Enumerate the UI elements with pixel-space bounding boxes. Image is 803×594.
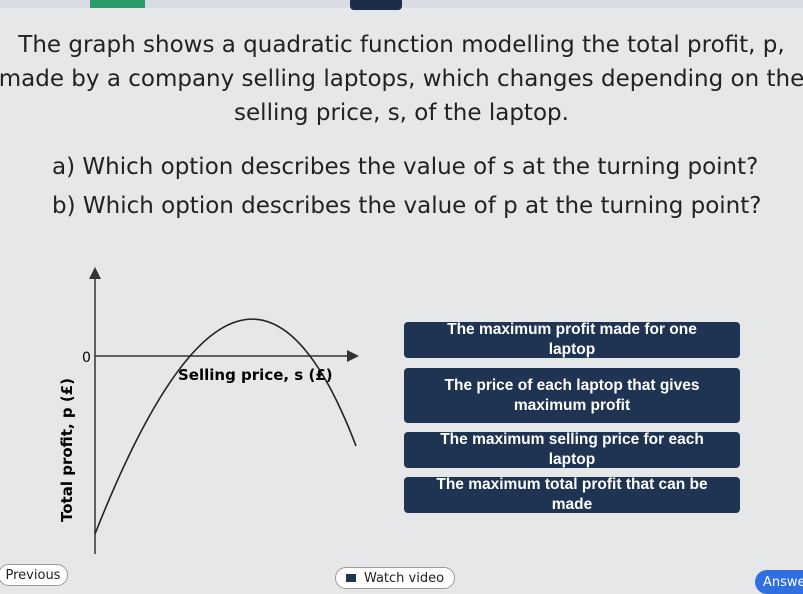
x-axis-label: Selling price, s (£) — [178, 366, 333, 384]
y-axis-label: Total profit, p (£) — [58, 378, 76, 522]
origin-label: 0 — [82, 350, 91, 366]
answer-button[interactable]: Answer — [755, 570, 803, 594]
video-icon — [345, 574, 356, 582]
top-bar — [0, 0, 803, 10]
watch-video-button[interactable]: Watch video — [335, 567, 455, 589]
option[interactable]: The maximum profit made for one laptop — [404, 321, 740, 358]
tab — [90, 0, 145, 8]
question-part: a) Which option describes the value of s… — [52, 154, 759, 180]
option[interactable]: The maximum selling price for each lapto… — [404, 431, 740, 468]
tab — [350, 0, 402, 10]
question-text: The graph shows a quadratic function mod… — [0, 32, 803, 126]
option[interactable]: The maximum total profit that can be mad… — [404, 476, 740, 513]
previous-button[interactable]: Previous — [0, 564, 68, 586]
graph: 0 Selling price, s (£) Total profit, p (… — [58, 267, 359, 554]
option[interactable]: The price of each laptop that gives maxi… — [404, 368, 740, 423]
watch-video-label: Watch video — [363, 570, 445, 586]
parabola — [94, 318, 357, 535]
question-part: b) Which option describes the value of p… — [52, 193, 762, 219]
